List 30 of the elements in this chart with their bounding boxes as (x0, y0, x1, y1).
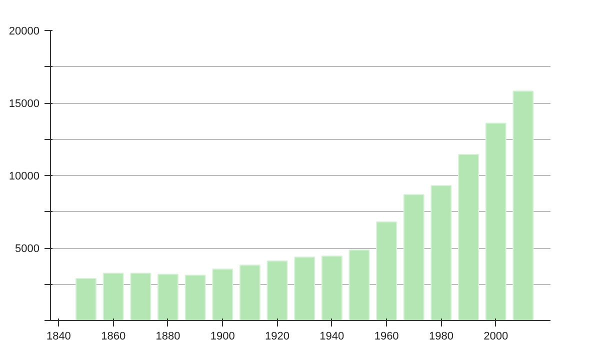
bar (430, 185, 452, 320)
bar (158, 274, 178, 320)
x-tick-label: 1960 (374, 330, 399, 342)
y-tick-label: 5000 (15, 243, 40, 255)
bar (294, 256, 316, 320)
bar (266, 260, 288, 320)
x-tick-label: 1920 (265, 330, 290, 342)
bar (485, 122, 506, 320)
x-tick-label: 1900 (210, 330, 235, 342)
x-tick-label: 1880 (156, 330, 180, 342)
bar (376, 221, 398, 320)
bar (512, 90, 534, 320)
bar (130, 272, 152, 320)
bar (212, 268, 234, 320)
bar (102, 272, 124, 320)
bar (239, 264, 260, 320)
y-tick-label: 15000 (8, 98, 40, 110)
bar (76, 278, 96, 320)
bar (321, 256, 342, 320)
x-tick-label: 1980 (428, 330, 454, 342)
bar (403, 194, 424, 320)
bar (458, 154, 480, 320)
x-tick-label: 1860 (101, 330, 126, 342)
x-tick-label: 1940 (320, 330, 344, 342)
bar (184, 274, 206, 320)
y-tick-label: 20000 (8, 26, 40, 38)
x-tick-label: 2000 (484, 330, 508, 342)
x-tick-label: 1840 (46, 330, 71, 342)
y-tick-label: 10000 (8, 170, 40, 182)
bar (348, 250, 370, 320)
